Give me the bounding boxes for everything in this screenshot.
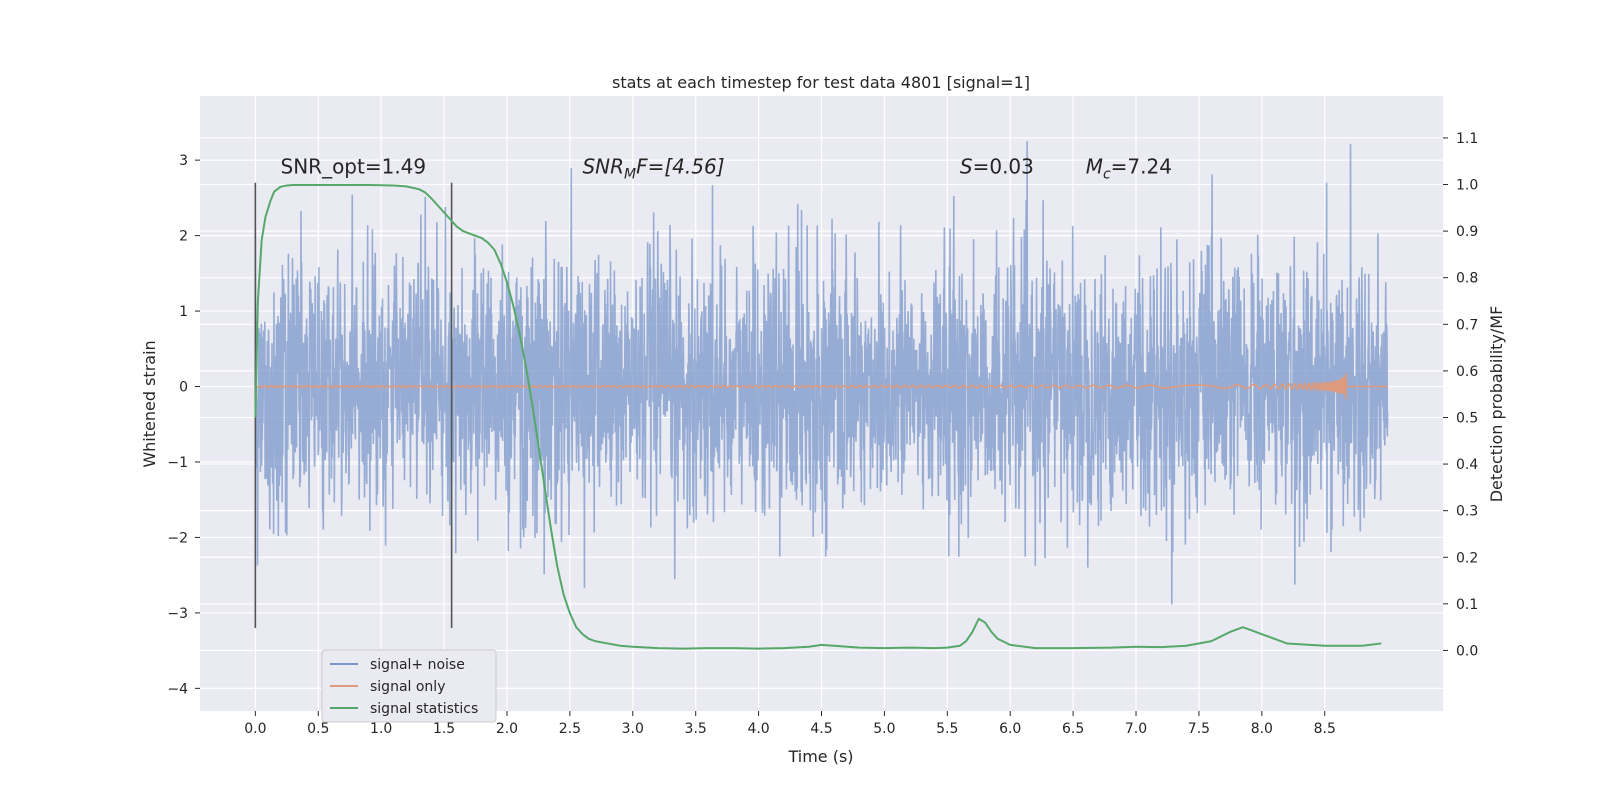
x-tick-label: 6.5 xyxy=(1062,721,1084,737)
annotation-snr-mf: SNRMF=[4.56] xyxy=(582,155,724,183)
y2-tick-label: 0.4 xyxy=(1456,457,1478,473)
x-tick-label: 4.0 xyxy=(747,721,769,737)
annotation-s-label: S xyxy=(960,155,973,179)
x-tick-label: 2.0 xyxy=(496,721,518,737)
x-tick-label: 5.0 xyxy=(873,721,895,737)
annotation-s: S=0.03 xyxy=(960,155,1034,179)
x-axis-label: Time (s) xyxy=(787,747,853,766)
legend-box xyxy=(321,649,497,723)
legend-label-signal: signal only xyxy=(370,679,445,695)
y2-tick-label: 0.7 xyxy=(1456,317,1478,333)
x-tick-label: 1.0 xyxy=(370,721,392,737)
x-axis-ticks: 0.0 0.5 1.0 1.5 2.0 2.5 3.0 3.5 4.0 4.5 5.0 5.5 6.0 6… xyxy=(244,711,1336,737)
y-axis-label: Whitened strain xyxy=(140,340,159,467)
y-tick-label: 0 xyxy=(179,380,188,396)
y-tick-label: 1 xyxy=(179,304,188,320)
x-tick-label: 3.5 xyxy=(685,721,707,737)
x-tick-label: 0.5 xyxy=(307,721,329,737)
annotation-mc: Mc=7.24 xyxy=(1086,155,1172,183)
statistics-series xyxy=(254,183,1382,650)
annotation-snr-mf-label: SNR xyxy=(582,155,624,179)
signal-series xyxy=(255,373,1388,400)
y2-tick-label: 1.1 xyxy=(1456,131,1478,147)
x-tick-label: 0.0 xyxy=(244,721,266,737)
y2-tick-label: 0.3 xyxy=(1456,504,1478,520)
y-tick-label: −2 xyxy=(167,530,188,546)
x-tick-label: 6.0 xyxy=(999,721,1021,737)
x-tick-label: 4.5 xyxy=(810,721,832,737)
y-tick-label: −3 xyxy=(167,606,188,622)
annotation-snr-mf-sub: M xyxy=(624,167,636,183)
legend-label-statistics: signal statistics xyxy=(370,701,478,717)
y-tick-label: −4 xyxy=(167,681,188,697)
y-tick-label: 2 xyxy=(179,229,188,245)
y2-tick-label: 0.6 xyxy=(1456,364,1478,380)
annotation-snr-mf-suffix: F=[4.56] xyxy=(636,155,724,179)
x-tick-label: 7.0 xyxy=(1125,721,1147,737)
y2-axis-label: Detection probability/MF xyxy=(1487,306,1506,503)
x-tick-label: 8.5 xyxy=(1314,721,1336,737)
noise-series xyxy=(254,141,1389,605)
noise-line xyxy=(254,141,1389,605)
y2-tick-label: 0.9 xyxy=(1456,224,1478,240)
x-tick-label: 7.5 xyxy=(1188,721,1210,737)
y2-tick-label: 0.8 xyxy=(1456,271,1478,287)
statistics-line xyxy=(254,183,1382,650)
y-tick-label: −1 xyxy=(167,455,188,471)
legend-label-noise: signal+ noise xyxy=(370,657,465,673)
y2-tick-label: 0.2 xyxy=(1456,550,1478,566)
x-tick-label: 2.5 xyxy=(559,721,581,737)
y2-tick-label: 1.0 xyxy=(1456,178,1478,194)
annotation-snr-opt: SNR_opt=1.49 xyxy=(281,155,427,179)
y-axis-ticks: −4 −3 −2 −1 0 1 2 3 xyxy=(167,153,200,697)
x-tick-label: 3.0 xyxy=(622,721,644,737)
y-tick-label: 3 xyxy=(179,153,188,169)
y2-tick-label: 0.5 xyxy=(1456,410,1478,426)
chart-title: stats at each timestep for test data 480… xyxy=(612,73,1030,92)
legend: signal+ noise signal only signal statist… xyxy=(321,649,497,723)
x-tick-label: 1.5 xyxy=(433,721,455,737)
annotation-mc-label: M xyxy=(1086,155,1103,179)
x-tick-label: 5.5 xyxy=(936,721,958,737)
y2-tick-label: 0.0 xyxy=(1456,643,1478,659)
annotation-mc-suffix: =7.24 xyxy=(1111,155,1172,179)
annotations: SNR_opt=1.49 SNRMF=[4.56] S=0.03 Mc=7.24 xyxy=(281,155,1172,183)
annotation-mc-sub: c xyxy=(1103,167,1111,183)
y2-tick-label: 0.1 xyxy=(1456,597,1478,613)
annotation-s-suffix: =0.03 xyxy=(973,155,1034,179)
signal-line xyxy=(255,373,1388,400)
y2-axis-ticks: 0.0 0.1 0.2 0.3 0.4 0.5 0.6 0.7 0.8 0.9 1.0 1.1 xyxy=(1443,131,1478,659)
x-tick-label: 8.0 xyxy=(1251,721,1273,737)
